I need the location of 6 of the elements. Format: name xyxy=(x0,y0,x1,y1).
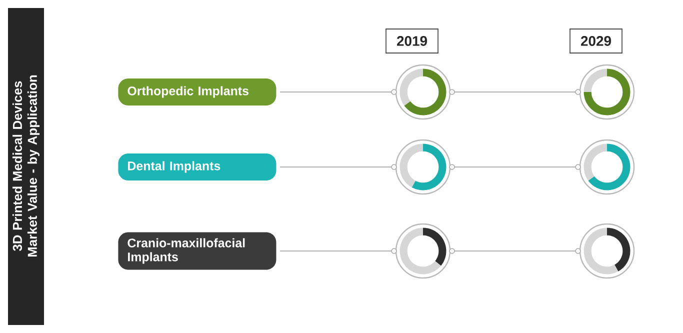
category-label: Cranio-maxillofacial Implants xyxy=(128,238,245,264)
text: 2019 xyxy=(396,36,428,46)
category-label: Orthopedic Implants xyxy=(128,86,248,98)
category-label: Dental Implants xyxy=(128,161,220,173)
text: 3D Printed Medical Devices Market Value - by Application xyxy=(12,75,40,257)
text: 2029 xyxy=(580,36,612,46)
